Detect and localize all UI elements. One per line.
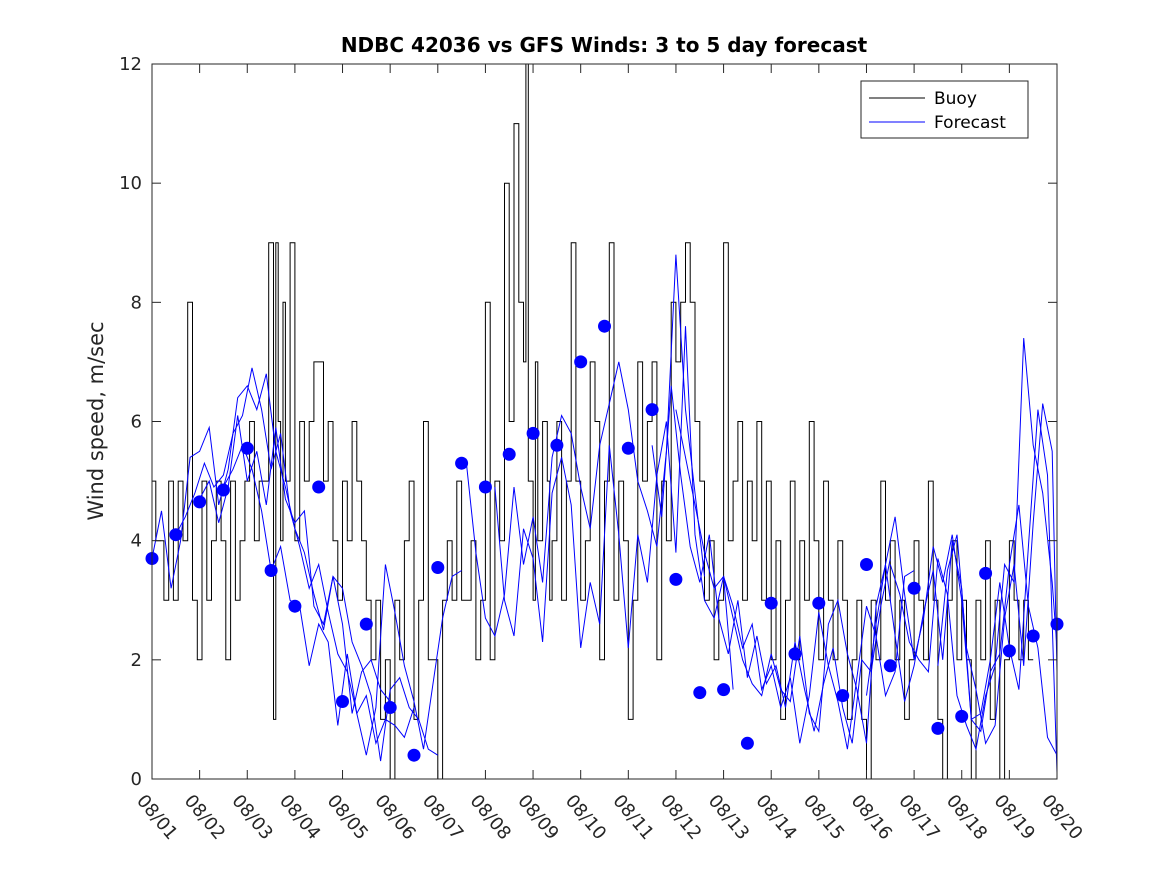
forecast-point	[693, 686, 707, 700]
forecast-point	[407, 748, 421, 762]
forecast-point	[836, 689, 850, 703]
forecast-point	[383, 701, 397, 714]
forecast-point	[740, 736, 754, 750]
forecast-point	[431, 561, 445, 574]
forecast-point	[455, 456, 469, 470]
forecast-point	[645, 403, 659, 417]
y-tick-label: 12	[119, 54, 142, 75]
forecast-line-9	[723, 540, 963, 744]
forecast-point	[312, 480, 326, 494]
forecast-point	[669, 572, 683, 586]
forecast-point	[907, 581, 921, 595]
forecast-point	[1026, 629, 1040, 643]
chart-title: NDBC 42036 vs GFS Winds: 3 to 5 day fore…	[341, 33, 868, 57]
buoy-series	[152, 63, 1034, 780]
forecast-point	[598, 319, 611, 333]
forecast-line-7	[651, 385, 891, 744]
forecast-point	[574, 355, 588, 369]
forecast-line-3	[199, 415, 439, 762]
forecast-point	[264, 564, 278, 577]
plot-area	[152, 64, 1057, 779]
forecast-line-1	[151, 373, 391, 714]
forecast-point	[812, 596, 826, 610]
forecast-point	[359, 617, 373, 631]
legend-forecast-label: Forecast	[934, 113, 1006, 133]
forecast-line-10	[866, 504, 1058, 756]
forecast-point	[336, 695, 349, 708]
y-tick-label: 10	[119, 173, 142, 194]
forecast-point	[883, 659, 897, 673]
y-tick-label: 6	[131, 412, 142, 433]
forecast-point	[478, 480, 492, 494]
y-tick-label: 2	[131, 650, 142, 671]
legend-buoy-label: Buoy	[934, 89, 977, 109]
forecast-point	[955, 709, 969, 723]
forecast-line-4	[222, 443, 462, 756]
forecast-point	[526, 426, 540, 440]
forecast-points	[145, 319, 1064, 762]
forecast-point	[788, 647, 802, 661]
y-axis-label: Wind speed, m/sec	[84, 321, 108, 520]
forecast-point	[216, 483, 230, 497]
forecast-point	[240, 441, 254, 455]
forecast-point	[193, 495, 207, 509]
forecast-point	[764, 596, 778, 610]
forecast-point	[550, 438, 564, 452]
forecast-point	[1002, 644, 1016, 658]
y-axis-ticks: 0 2 4 6 8 10 12	[119, 54, 1057, 790]
forecast-line-2	[175, 367, 415, 746]
forecast-point	[979, 566, 993, 580]
y-tick-label: 8	[131, 292, 142, 313]
forecast-point	[621, 441, 635, 455]
legend: Buoy Forecast	[860, 80, 1029, 139]
forecast-point	[717, 683, 731, 697]
buoy-line	[152, 63, 1034, 780]
y-tick-label: 4	[131, 531, 142, 552]
forecast-point	[169, 528, 183, 542]
forecast-point	[502, 447, 516, 461]
forecast-line-12	[937, 403, 1058, 745]
y-tick-label: 0	[131, 769, 142, 790]
forecast-point	[860, 558, 873, 571]
forecast-point	[288, 599, 302, 613]
forecast-point	[931, 721, 945, 735]
forecast-line-11	[889, 338, 1058, 752]
legend-box	[860, 80, 1029, 139]
forecast-line-6	[494, 326, 734, 690]
